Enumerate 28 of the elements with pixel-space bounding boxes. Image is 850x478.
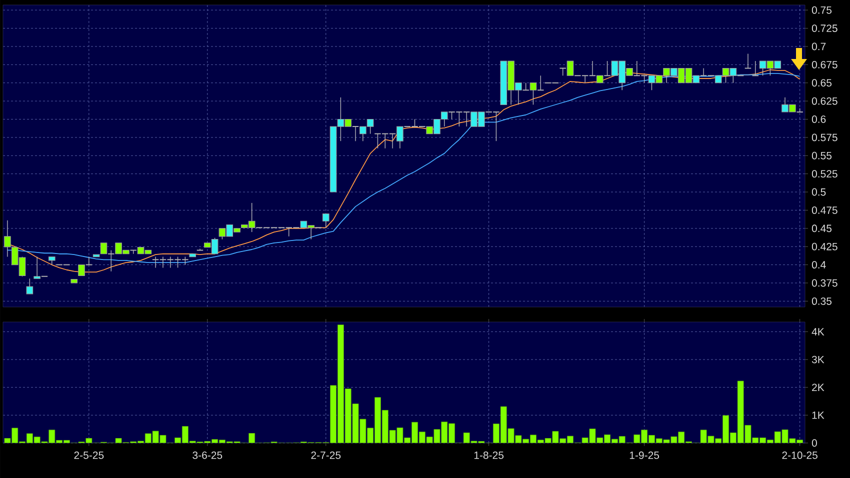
- y-tick-label: 0: [812, 439, 817, 447]
- y-tick-label: 2K: [812, 384, 824, 392]
- y-tick-label: 0.5: [812, 188, 826, 196]
- x-tick-label: 2-7-25: [311, 452, 341, 459]
- y-tick-label: 3K: [812, 356, 824, 364]
- y-tick-label: 0.625: [812, 97, 838, 105]
- y-tick-label: 0.65: [812, 79, 832, 87]
- y-tick-label: 0.675: [812, 60, 838, 68]
- y-tick-label: 0.425: [812, 242, 838, 250]
- y-tick-label: 0.4: [812, 261, 826, 269]
- y-tick-label: 0.6: [812, 116, 826, 123]
- x-tick-label: 2-5-25: [74, 452, 104, 459]
- y-tick-label: 0.7: [812, 42, 826, 50]
- y-tick-label: 0.35: [812, 297, 832, 305]
- y-tick-label: 0.575: [812, 134, 838, 142]
- x-tick-label: 1-8-25: [474, 452, 504, 459]
- y-tick-label: 0.45: [812, 224, 832, 232]
- x-tick-label: 2-10-25: [782, 452, 818, 459]
- y-tick-label: 0.375: [812, 279, 838, 287]
- y-tick-label: 0.55: [812, 152, 832, 160]
- y-tick-label: 0.475: [812, 206, 838, 214]
- y-tick-label: 4K: [812, 328, 824, 336]
- y-tick-label: 0.75: [812, 6, 832, 14]
- y-tick-label: 1K: [812, 412, 824, 419]
- y-tick-label: 0.525: [812, 170, 838, 178]
- y-tick-label: 0.725: [812, 24, 838, 32]
- x-tick-label: 3-6-25: [192, 452, 222, 459]
- x-tick-label: 1-9-25: [630, 452, 660, 459]
